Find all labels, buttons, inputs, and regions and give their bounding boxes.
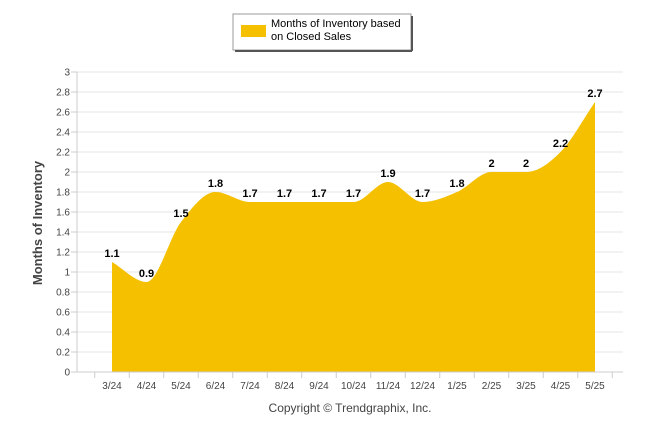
y-tick-label: 0: [64, 368, 70, 379]
x-tick-label: 3/24: [102, 381, 122, 392]
y-tick-label: 1.8: [56, 188, 70, 199]
data-label: 1.8: [208, 178, 223, 190]
y-tick-label: 1.6: [56, 208, 70, 219]
y-tick-label: 1: [64, 268, 70, 279]
data-label: 1.7: [311, 188, 326, 200]
data-label: 0.9: [139, 268, 154, 280]
data-label: 2.7: [587, 88, 602, 100]
y-tick-label: 0.4: [56, 328, 70, 339]
y-axis-title: Months of Inventory: [30, 160, 45, 285]
x-tick-label: 11/24: [376, 381, 401, 392]
x-tick-label: 1/25: [447, 381, 467, 392]
data-label: 1.7: [242, 188, 257, 200]
y-tick-label: 2: [64, 168, 70, 179]
copyright-credit: Copyright © Trendgraphix, Inc.: [269, 401, 432, 415]
legend-label-line-1: Months of Inventory based: [271, 18, 401, 30]
data-label: 1.7: [346, 188, 361, 200]
y-tick-labels: 0 0.2 0.4 0.6 0.8 1 1.2 1.4 1.6 1.8 2 2.2 2.4 2.6 2.8 3: [56, 68, 70, 379]
legend-swatch: [241, 25, 266, 37]
data-label: 2: [523, 158, 529, 170]
y-tick-label: 1.4: [56, 228, 70, 239]
x-tick-label: 4/25: [551, 381, 571, 392]
x-tick-label: 5/24: [171, 381, 191, 392]
x-tick-label: 12/24: [410, 381, 435, 392]
x-tick-label: 6/24: [206, 381, 226, 392]
legend-label-line-2: on Closed Sales: [271, 31, 352, 43]
x-tick-label: 2/25: [482, 381, 502, 392]
legend[interactable]: Months of Inventory based on Closed Sale…: [232, 13, 413, 52]
y-tick-label: 2.8: [56, 88, 70, 99]
y-tick-label: 3: [64, 68, 70, 79]
y-tick-label: 1.2: [56, 248, 70, 259]
data-label: 1.9: [380, 168, 395, 180]
series-area: [112, 102, 595, 372]
y-tick-label: 0.8: [56, 288, 70, 299]
x-axis: [77, 371, 623, 378]
y-tick-label: 2.6: [56, 108, 70, 119]
data-label: 1.7: [277, 188, 292, 200]
data-label: 1.8: [449, 178, 464, 190]
x-tick-label: 9/24: [309, 381, 329, 392]
data-label: 2.2: [553, 138, 568, 150]
x-tick-labels: 3/24 4/24 5/24 6/24 7/24 8/24 9/24 10/24 11/24 12…: [102, 381, 605, 392]
y-tick-label: 0.6: [56, 308, 70, 319]
y-tick-label: 0.2: [56, 348, 70, 359]
data-label: 1.7: [415, 188, 430, 200]
x-tick-label: 7/24: [240, 381, 260, 392]
x-tick-label: 4/24: [137, 381, 157, 392]
x-tick-label: 8/24: [275, 381, 295, 392]
data-label: 1.5: [173, 208, 188, 220]
x-tick-label: 5/25: [585, 381, 605, 392]
x-tick-label: 3/25: [516, 381, 536, 392]
y-tick-label: 2.2: [56, 148, 70, 159]
data-label: 2: [488, 158, 494, 170]
data-label: 1.1: [104, 248, 119, 260]
x-tick-label: 10/24: [341, 381, 366, 392]
y-tick-label: 2.4: [56, 128, 70, 139]
data-labels: 1.1 0.9 1.5 1.8 1.7 1.7 1.7 1.7 1.9 1.7 1.8 2 2 2.2 2.…: [104, 88, 602, 280]
